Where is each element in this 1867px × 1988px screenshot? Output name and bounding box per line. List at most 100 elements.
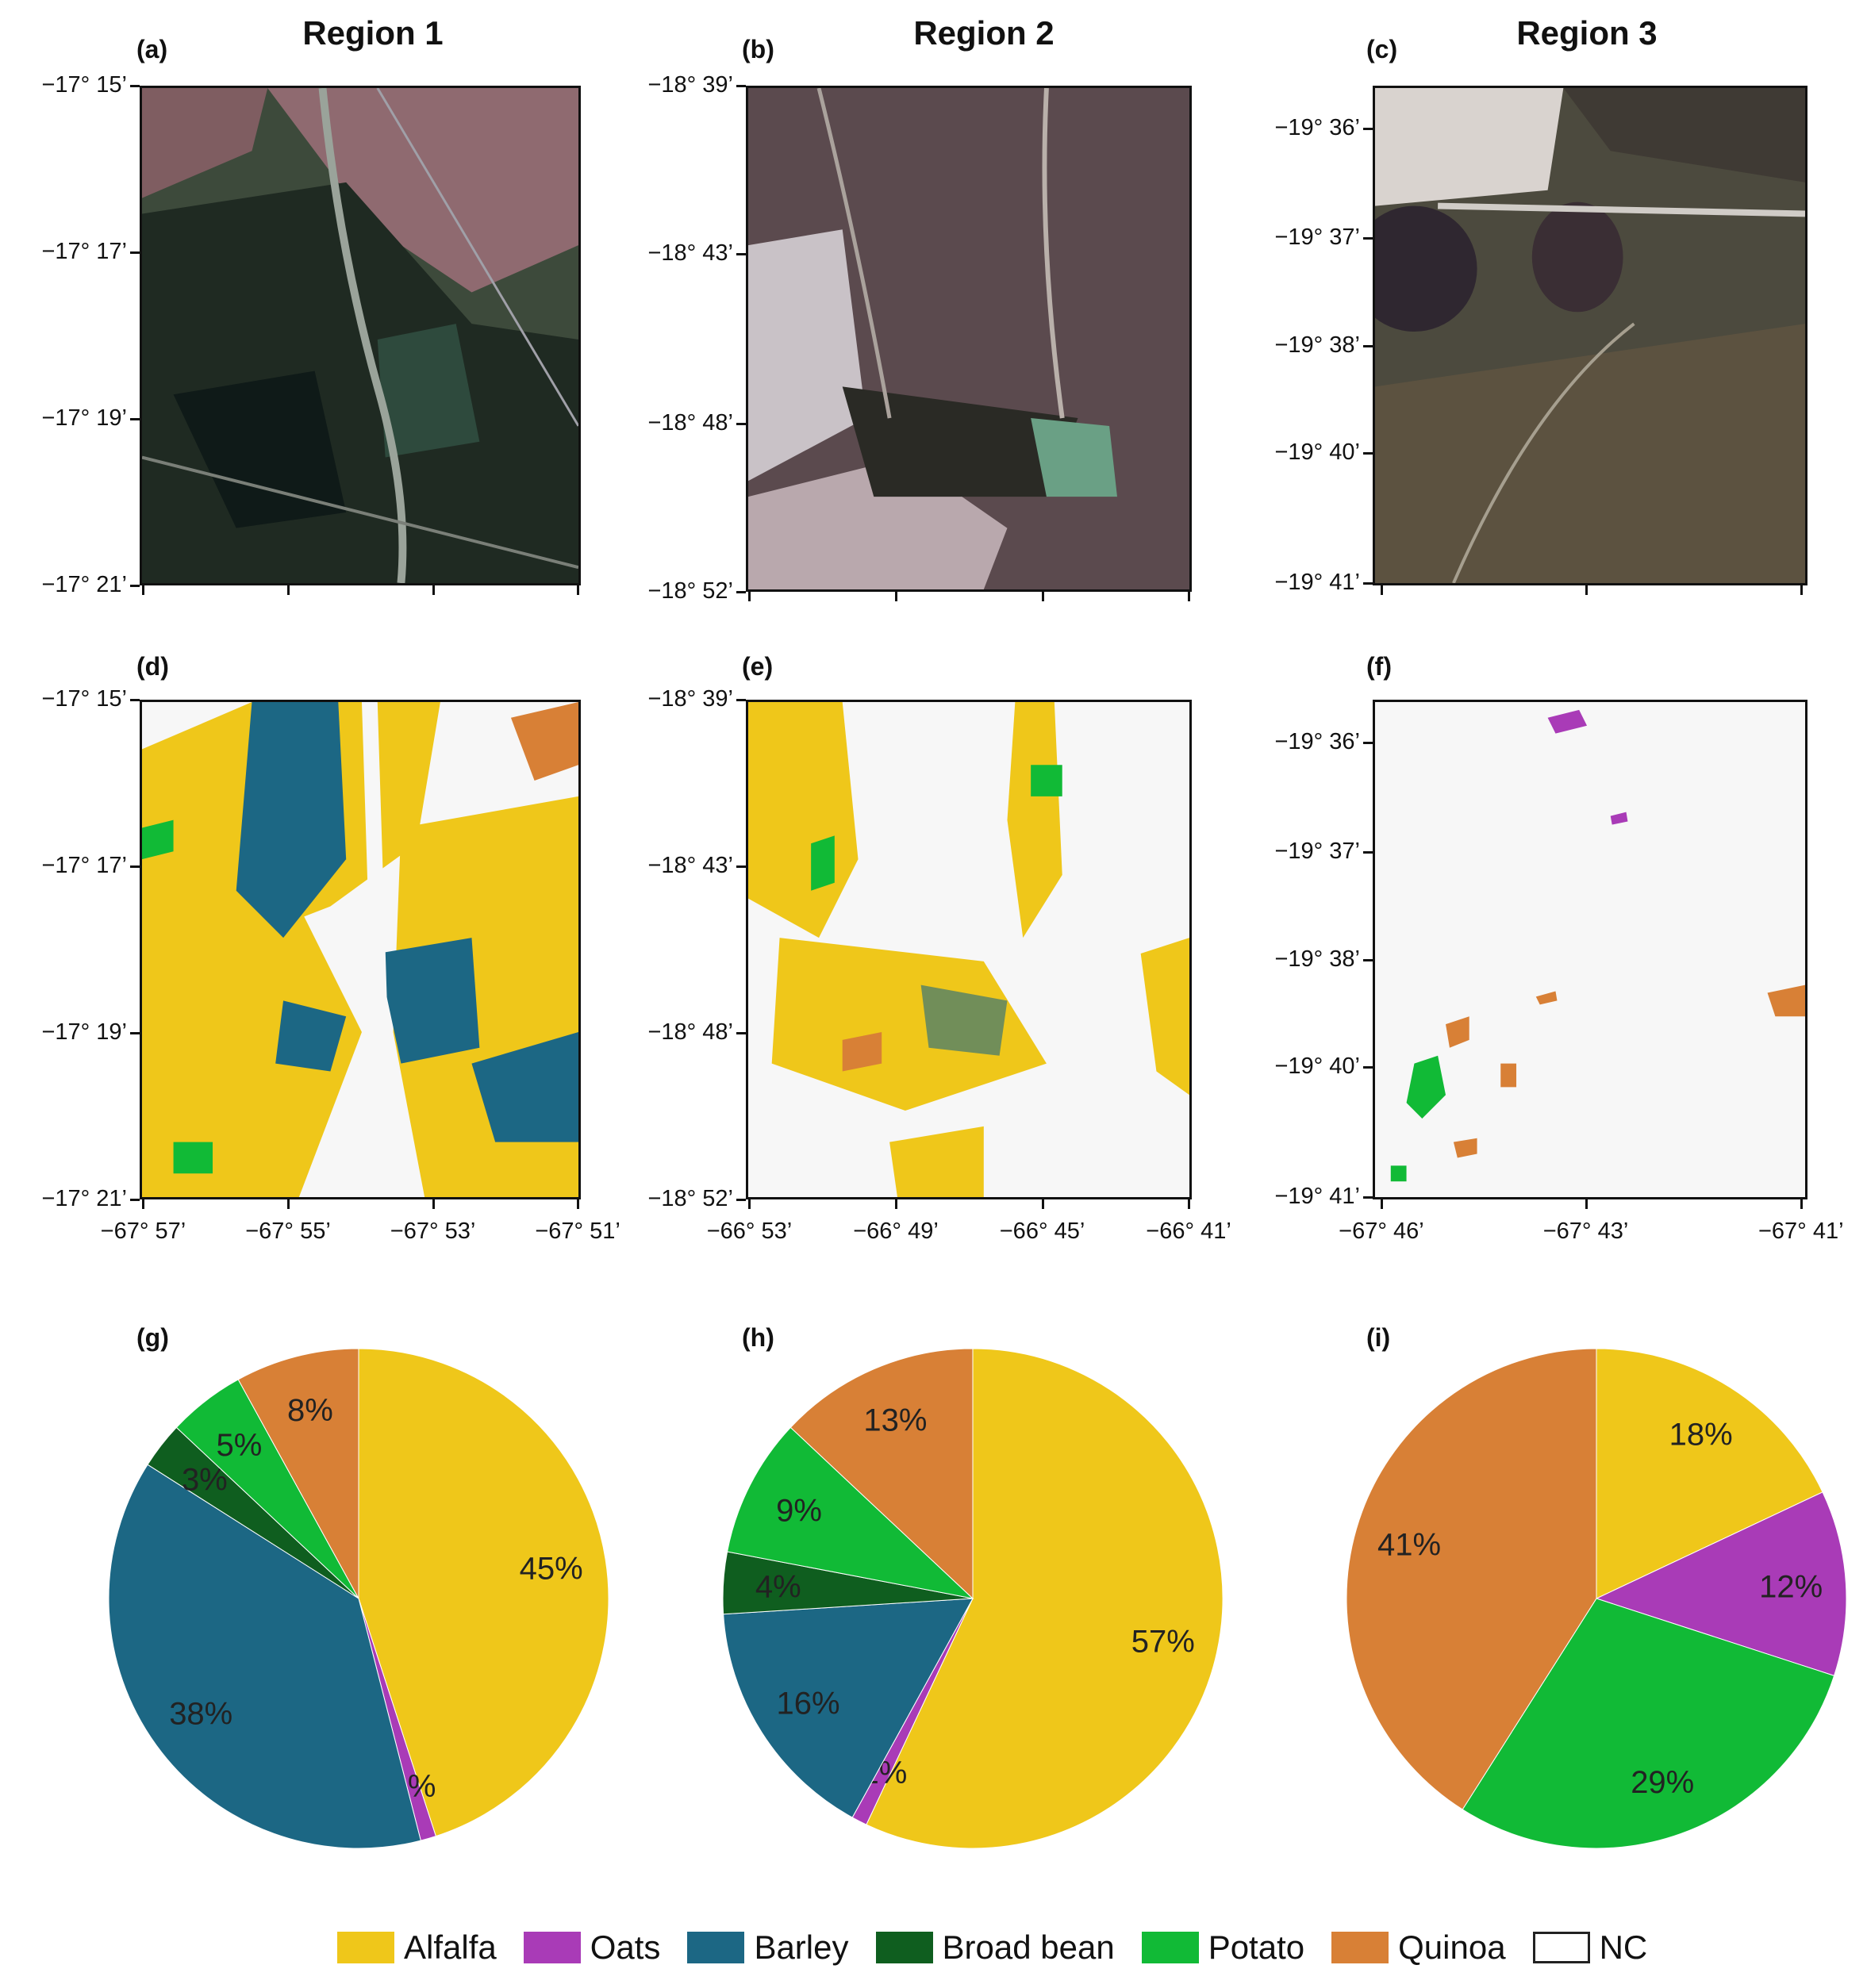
pie-slice-quinoa [789,1348,974,1600]
latitude-tick-label: −19° 41’ [1274,569,1360,595]
longitude-tick-label: −66° 53’ [706,1219,793,1244]
legend-item-nc: NC [1532,1929,1647,1967]
pie-slice-alfalfa [358,1348,609,1837]
classified-map-region-3 [1373,700,1807,1199]
panel-label-c: (c) [1366,35,1398,63]
pie-slice-alfalfa [866,1348,1224,1849]
latitude-tick-label: −19° 38’ [1274,946,1360,972]
latitude-tick-mark [130,85,140,87]
panel-label-g: (g) [136,1323,169,1352]
latitude-tick-label: −18° 43’ [647,852,733,878]
latitude-tick-mark [130,1199,140,1201]
satellite-image-region-1 [140,86,581,585]
latitude-tick-label: −18° 52’ [647,578,733,604]
longitude-tick-mark [895,592,898,601]
panel-label-d: (d) [136,652,169,681]
longitude-tick-label: −67° 51’ [535,1219,620,1244]
panel-label-i: (i) [1366,1323,1391,1352]
latitude-tick-label: −17° 19’ [41,405,127,432]
latitude-tick-label: −17° 17’ [41,852,127,878]
latitude-tick-mark [736,699,746,701]
longitude-tick-label: −67° 53’ [390,1219,476,1244]
latitude-tick-mark [736,1032,746,1035]
region-title-3: Region 3 [1516,14,1658,52]
pie-data-label: 12% [1759,1570,1823,1605]
latitude-tick-mark [130,865,140,868]
latitude-tick-mark [1363,1195,1373,1199]
longitude-tick-label: −66° 49’ [853,1219,939,1244]
pie-data-label: 9% [776,1493,822,1528]
latitude-tick-label: −19° 36’ [1274,728,1360,754]
longitude-tick-label: −66° 45’ [999,1219,1085,1244]
latitude-tick-label: −18° 39’ [647,72,733,98]
pie-charts: 45%1%38%3%5%8%57%1%16%4%9%13% 18%12%29%41… [108,1348,1847,1849]
satellite-image-region-2 [746,86,1192,592]
latitude-tick-mark [1363,958,1373,961]
longitude-tick-mark [895,1199,898,1209]
longitude-tick-mark [1380,585,1383,595]
legend-item-potato: Potato [1141,1929,1305,1967]
longitude-tick-mark [1041,1199,1044,1209]
latitude-tick-label: −19° 40’ [1274,1053,1360,1080]
longitude-tick-mark [748,592,751,601]
pie-slice-barley [723,1598,974,1818]
classified-map-region-1 [140,700,581,1199]
latitude-tick-mark [130,418,140,421]
classified-map-region-2 [746,700,1192,1199]
legend-label: Potato [1208,1929,1305,1966]
legend: Alfalfa Oats Barley Broad bean Potato Quinoa N… [337,1924,1674,1971]
panel-label-e: (e) [742,652,774,681]
legend-swatch [523,1932,581,1963]
latitude-tick-label: −18° 48’ [647,409,733,436]
longitude-tick-mark [577,1199,580,1209]
pie-data-label: 38% [169,1696,232,1731]
latitude-tick-label: −19° 41’ [1274,1183,1360,1209]
legend-swatch [875,1932,933,1963]
latitude-tick-label: −18° 52’ [647,1186,733,1211]
latitude-tick-label: −18° 39’ [647,686,733,712]
latitude-tick-mark [130,251,140,254]
pie-data-label: 45% [520,1552,583,1587]
latitude-tick-label: −17° 15’ [41,686,127,712]
panel-label-h: (h) [742,1323,774,1352]
longitude-tick-label: −67° 46’ [1339,1219,1424,1244]
pie-slice-potato [1462,1598,1835,1849]
pie-slice-potato [726,1426,974,1599]
latitude-tick-mark [736,865,746,868]
latitude-tick-label: −19° 37’ [1274,225,1360,251]
latitude-tick-mark [736,85,746,87]
latitude-tick-mark [1363,344,1373,347]
longitude-tick-mark [142,1199,145,1209]
latitude-tick-mark [1363,452,1373,455]
latitude-tick-label: −18° 48’ [647,1019,733,1046]
legend-label: Barley [754,1929,849,1966]
longitude-tick-mark [577,585,580,595]
legend-swatch [337,1932,394,1963]
legend-label: Oats [590,1929,661,1966]
latitude-tick-mark [736,422,746,425]
longitude-tick-mark [1380,1199,1383,1209]
longitude-tick-label: −67° 55’ [245,1219,331,1244]
longitude-tick-mark [287,1199,290,1209]
pie-data-label: 57% [1131,1625,1195,1660]
latitude-tick-mark [1363,237,1373,240]
latitude-tick-label: −19° 36’ [1274,114,1360,140]
pie-data-label: 29% [1631,1765,1694,1800]
latitude-tick-mark [130,585,140,587]
legend-item-oats: Oats [523,1929,661,1967]
legend-swatch [687,1932,745,1963]
latitude-tick-label: −18° 43’ [647,240,733,267]
pie-slice-quinoa [237,1348,359,1599]
latitude-tick-mark [1363,741,1373,744]
latitude-tick-mark [736,253,746,256]
legend-item-broad-bean: Broad bean [875,1929,1115,1967]
longitude-tick-mark [432,1199,435,1209]
latitude-tick-label: −17° 21’ [41,1186,127,1211]
legend-item-quinoa: Quinoa [1331,1929,1506,1967]
longitude-tick-mark [432,585,435,595]
pie-slice-alfalfa [1596,1348,1823,1599]
panel-label-b: (b) [742,35,774,63]
pie-slice-oats [1595,1491,1847,1676]
legend-label: Alfalfa [404,1929,497,1966]
latitude-tick-mark [1363,581,1373,585]
